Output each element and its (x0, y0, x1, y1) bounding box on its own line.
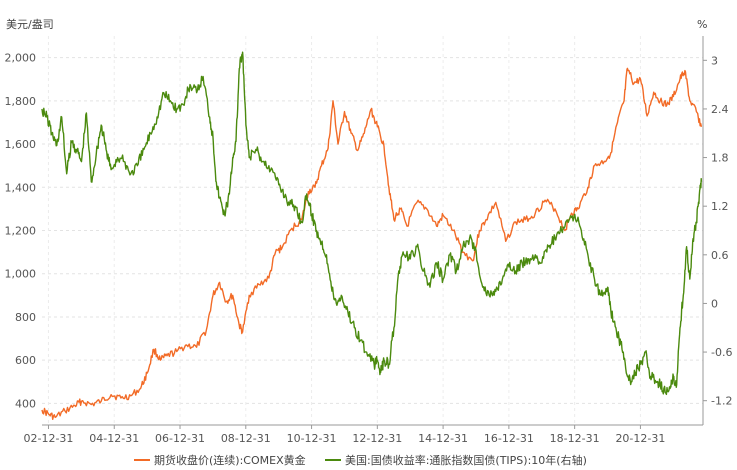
left-tick-label: 800 (15, 311, 36, 324)
right-tick-label: 0 (711, 297, 718, 310)
x-tick-label: 14-12-31 (418, 432, 468, 445)
x-tick-label: 06-12-31 (155, 432, 205, 445)
series-line-gold (41, 67, 703, 420)
right-axis-unit: % (697, 18, 707, 31)
left-tick-label: 1,400 (5, 181, 37, 194)
legend-label-tips: 美国:国债收益率:通胀指数国债(TIPS):10年(右轴) (345, 453, 587, 467)
x-tick-label: 04-12-31 (89, 432, 139, 445)
left-tick-label: 400 (15, 397, 36, 410)
legend: 期货收盘价(连续):COMEX黄金 美国:国债收益率:通胀指数国债(TIPS):… (134, 453, 587, 467)
left-tick-label: 1,600 (5, 138, 37, 151)
series-line-tips (41, 51, 703, 396)
left-tick-label: 1,000 (5, 268, 37, 281)
left-tick-label: 600 (15, 354, 36, 367)
left-axis-unit: 美元/盎司 (6, 17, 54, 31)
legend-label-gold: 期货收盘价(连续):COMEX黄金 (154, 453, 306, 467)
right-tick-label: 1.2 (711, 200, 729, 213)
right-tick-label: 2.4 (711, 103, 729, 116)
x-tick-label: 12-12-31 (352, 432, 402, 445)
x-tick-label: 16-12-31 (484, 432, 534, 445)
grid-lines (42, 36, 703, 425)
right-tick-label: -0.6 (711, 346, 732, 359)
right-tick-label: 1.8 (711, 152, 729, 165)
x-tick-label: 08-12-31 (221, 432, 271, 445)
x-tick-label: 02-12-31 (24, 432, 74, 445)
left-tick-label: 1,200 (5, 225, 37, 238)
right-tick-label: 3 (711, 54, 718, 67)
series-layer (41, 51, 703, 420)
left-tick-label: 2,000 (5, 52, 37, 65)
x-tick-label: 20-12-31 (615, 432, 665, 445)
right-tick-label: -1.2 (711, 395, 732, 408)
x-tick-label: 18-12-31 (550, 432, 600, 445)
right-tick-label: 0.6 (711, 249, 729, 262)
left-tick-label: 1,800 (5, 95, 37, 108)
x-tick-label: 10-12-31 (287, 432, 337, 445)
axes: 400 600 800 1,000 1,200 1,400 1,600 1,800 2,000 -… (5, 36, 732, 445)
